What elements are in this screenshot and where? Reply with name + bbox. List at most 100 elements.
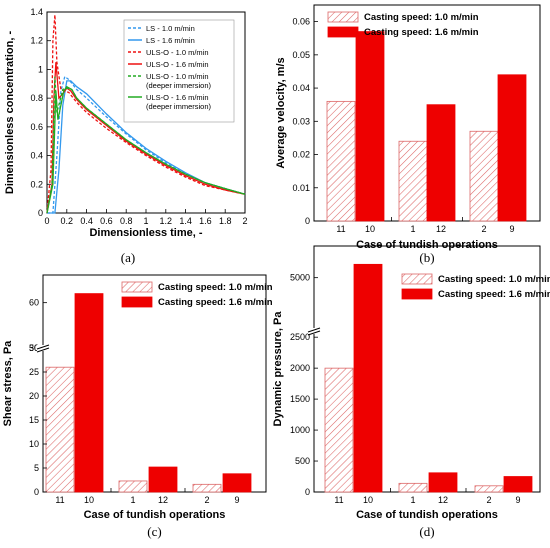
- y-tick-label-b: 0.03: [292, 116, 310, 126]
- y-tick-label-c: 10: [29, 439, 39, 449]
- series-line-a-5: [46, 85, 246, 214]
- x-tick-label-b: 9: [509, 224, 514, 234]
- y-tick-label-b: 0.05: [292, 50, 310, 60]
- y-tick-label-c: 25: [29, 367, 39, 377]
- panel-label-c: (c): [147, 524, 161, 539]
- y-tick-label-c: 0: [34, 487, 39, 497]
- y-tick-label-a: 0: [38, 208, 43, 218]
- y-tick-label-a: 1.4: [30, 7, 43, 17]
- legend-swatch-b: [327, 11, 359, 23]
- y-tick-label-b: 0.01: [292, 183, 310, 193]
- axis-break-mark-d: [307, 330, 321, 336]
- y-tick-label-d: 1500: [290, 394, 310, 404]
- x-tick-label-d: 12: [438, 495, 448, 505]
- y-tick-label-b: 0.06: [292, 17, 310, 27]
- x-tick-label-b: 1: [410, 224, 415, 234]
- legend-label-b: Casting speed: 1.0 m/min: [364, 12, 479, 23]
- y-tick-label-d: 0: [305, 487, 310, 497]
- axis-break-gap-c: [37, 345, 49, 351]
- x-tick-label-a: 0: [44, 216, 49, 226]
- legend-label-d: Casting speed: 1.0 m/min: [438, 274, 550, 285]
- legend-label-a: LS - 1.6 m/min: [146, 36, 195, 45]
- panel-label-a: (a): [121, 250, 135, 265]
- y-tick-label-a: 0.8: [30, 93, 43, 103]
- x-tick-label-a: 0.2: [61, 216, 74, 226]
- x-axis-label-b: Case of tundish operations: [356, 239, 498, 251]
- x-tick-label-a: 1: [143, 216, 148, 226]
- y-tick-label-c: 30: [29, 343, 39, 353]
- x-tick-label-d: 9: [515, 495, 520, 505]
- legend-swatch-c: [121, 296, 153, 308]
- bar-b-10: [355, 31, 385, 222]
- y-tick-label-a: 1: [38, 64, 43, 74]
- bar-d-11: [324, 367, 354, 493]
- y-tick-label-c: 60: [29, 298, 39, 308]
- y-axis-label-a: Dimensionless concentration, -: [4, 31, 16, 195]
- bar-c-1: [118, 480, 148, 493]
- x-tick-label-a: 0.4: [80, 216, 93, 226]
- legend-label-b: Casting speed: 1.6 m/min: [364, 27, 479, 38]
- x-tick-label-c: 11: [55, 495, 64, 505]
- y-tick-label-b: 0: [305, 216, 310, 226]
- y-tick-label-d: 5000: [290, 273, 310, 283]
- bar-c-11: [45, 366, 75, 493]
- axis-break-mark-d: [307, 327, 321, 333]
- y-tick-label-c: 50: [29, 343, 39, 353]
- legend-swatch-b: [327, 26, 359, 38]
- y-tick-label-a: 0.4: [30, 151, 43, 161]
- legend-label-c: Casting speed: 1.0 m/min: [158, 282, 273, 293]
- bar-d-2: [474, 485, 504, 493]
- legend-label-a: ULS-O - 1.0 m/min: [146, 72, 209, 81]
- x-axis-label-c: Case of tundish operations: [84, 509, 226, 521]
- x-tick-label-a: 2: [242, 216, 247, 226]
- x-tick-label-a: 0.6: [100, 216, 113, 226]
- bar-d-9: [503, 476, 533, 493]
- x-axis-label-a: Dimensionless time, -: [89, 227, 202, 239]
- x-tick-label-a: 1.8: [219, 216, 232, 226]
- y-tick-label-d: 500: [295, 456, 310, 466]
- axis-break-mark-c: [36, 344, 50, 350]
- y-axis-label-c: Shear stress, Pa: [2, 340, 14, 426]
- y-axis-label-d: Dynamic pressure, Pa: [272, 311, 284, 427]
- series-line-a-2: [46, 14, 246, 214]
- bar-d-10: [353, 263, 383, 493]
- bar-c-9: [222, 473, 252, 493]
- y-tick-label-d: 2000: [290, 363, 310, 373]
- bar-c-2: [192, 483, 222, 493]
- bar-b-1: [398, 140, 428, 222]
- x-tick-label-c: 12: [158, 495, 168, 505]
- bar-b-12: [426, 104, 456, 222]
- x-tick-label-b: 12: [436, 224, 446, 234]
- x-tick-label-c: 10: [84, 495, 94, 505]
- y-tick-label-d: 1000: [290, 425, 310, 435]
- x-tick-label-b: 10: [365, 224, 375, 234]
- x-tick-label-a: 1.6: [199, 216, 212, 226]
- y-tick-label-b: 0.02: [292, 150, 310, 160]
- x-tick-label-c: 1: [130, 495, 135, 505]
- bar-b-11: [326, 100, 356, 222]
- x-tick-label-d: 1: [410, 495, 415, 505]
- bar-d-12: [428, 472, 458, 493]
- bar-c-12: [148, 466, 178, 493]
- bar-b-2: [469, 130, 499, 222]
- legend-swatch-d: [401, 273, 433, 285]
- x-axis-label-d: Case of tundish operations: [356, 509, 498, 521]
- y-tick-label-c: 20: [29, 391, 39, 401]
- legend-swatch-c: [121, 281, 153, 293]
- x-tick-label-a: 1.4: [179, 216, 192, 226]
- y-tick-label-c: 15: [29, 415, 39, 425]
- y-tick-label-c: 5: [34, 463, 39, 473]
- axis-break-gap-d: [308, 328, 320, 334]
- bar-d-1: [398, 482, 428, 493]
- panel-label-d: (d): [419, 524, 434, 539]
- y-tick-label-b: 0.04: [292, 83, 310, 93]
- x-tick-label-a: 0.8: [120, 216, 133, 226]
- panel-label-b: (b): [419, 250, 434, 265]
- x-tick-label-d: 2: [486, 495, 491, 505]
- legend-label-a: (deeper immersion): [146, 102, 212, 111]
- legend-label-a: ULS-O - 1.6 m/min: [146, 60, 209, 69]
- y-tick-label-a: 1.2: [30, 36, 43, 46]
- x-tick-label-c: 2: [204, 495, 209, 505]
- bar-c-10: [74, 293, 104, 493]
